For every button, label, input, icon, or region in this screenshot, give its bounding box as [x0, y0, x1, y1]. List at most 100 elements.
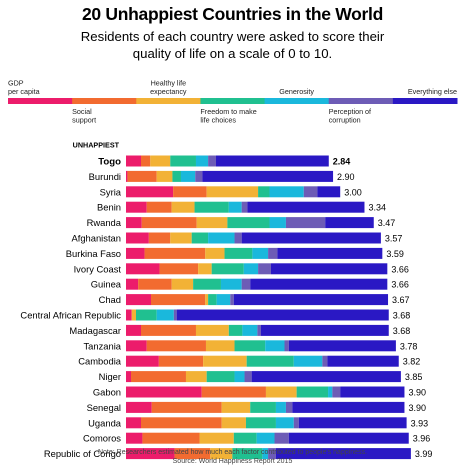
total-label: 3.34 [368, 203, 386, 213]
total-label: 3.66 [391, 280, 409, 290]
legend-label-everything-else: Everything else [408, 87, 457, 96]
note-text: Note: Researchers estimated how much eac… [97, 449, 368, 456]
bar-segment-perception-of-corruption [244, 371, 252, 383]
bar-segment-gdp-per-capita [126, 217, 142, 229]
total-label: 3.90 [408, 403, 426, 413]
bar-segment-gdp-per-capita [126, 401, 152, 413]
country-label: Central African Republic [20, 310, 121, 321]
bar-segment-gdp-per-capita [126, 371, 131, 383]
bar-segment-everything-else [292, 401, 405, 413]
bar-segment-social-support [140, 324, 196, 336]
country-label: Uganda [88, 417, 122, 428]
bar-segment-everything-else [251, 371, 401, 383]
total-label: 3.78 [400, 341, 418, 351]
bar-segment-perception-of-corruption [274, 432, 289, 444]
bar-segment-everything-else [288, 340, 396, 352]
bar-segment-freedom-to-make-life-choices [234, 340, 266, 352]
legend-label-freedom-to-make-life-choices: Freedom to make [200, 107, 256, 116]
bar-segment-perception-of-corruption [234, 232, 242, 244]
bar-segment-healthy-life-expectancy [205, 340, 235, 352]
bar-segment-everything-else [325, 217, 374, 229]
bar-segment-freedom-to-make-life-choices [170, 155, 196, 167]
bar-segment-gdp-per-capita [126, 263, 160, 275]
bar-segment-healthy-life-expectancy [210, 448, 233, 460]
bar-segment-gdp-per-capita [126, 386, 202, 398]
bar-segment-everything-else [250, 278, 388, 290]
country-label: Senegal [87, 402, 121, 413]
bar-segment-freedom-to-make-life-choices [135, 309, 157, 321]
bar-segment-social-support [158, 355, 204, 367]
bar-segment-gdp-per-capita [126, 186, 174, 198]
bar-segment-gdp-per-capita [126, 340, 147, 352]
bar-segment-gdp-per-capita [126, 417, 141, 429]
bar-segment-gdp-per-capita [126, 155, 141, 167]
bar-segment-perception-of-corruption [285, 217, 326, 229]
legend-label-gdp-per-capita: per capita [8, 87, 40, 96]
legend-label-social-support: Social [72, 107, 92, 116]
bar-segment-generosity [328, 386, 333, 398]
country-label: Cambodia [78, 356, 122, 367]
bar-segment-everything-else [277, 247, 383, 259]
bar-segment-generosity [216, 294, 231, 306]
country-label: Burundi [89, 171, 121, 182]
country-label: Benin [97, 202, 121, 213]
bar-segment-everything-else [233, 294, 389, 306]
bar-segment-gdp-per-capita [126, 201, 147, 213]
subtitle-line-1: Residents of each country were asked to … [80, 29, 385, 44]
bar-segment-generosity [262, 448, 269, 460]
total-label: 3.68 [393, 311, 411, 321]
bar-segment-healthy-life-expectancy [205, 294, 209, 306]
bar-segment-freedom-to-make-life-choices [250, 401, 276, 413]
total-label: 2.84 [333, 157, 351, 167]
total-label: 3.85 [405, 372, 423, 382]
bar-segment-healthy-life-expectancy [198, 263, 212, 275]
country-label: Niger [99, 371, 121, 382]
bar-segment-social-support [141, 217, 197, 229]
bar-segment-freedom-to-make-life-choices [227, 217, 270, 229]
country-label: Tanzania [83, 340, 121, 351]
bar-segment-gdp-per-capita [126, 309, 132, 321]
bar-segment-generosity [220, 278, 242, 290]
bar-segment-freedom-to-make-life-choices [208, 294, 217, 306]
source-text: Source: World Happiness Report 2015 [172, 458, 293, 465]
legend-label-perception-of-corruption: corruption [329, 116, 361, 125]
bar-segment-social-support [138, 278, 172, 290]
bar-segment-freedom-to-make-life-choices [191, 232, 209, 244]
bar-segment-generosity [180, 170, 196, 182]
chart-title: 20 Unhappiest Countries in the World [82, 4, 383, 24]
bar-segment-perception-of-corruption [195, 170, 203, 182]
legend-swatch-gdp-per-capita [8, 98, 73, 104]
bar-segment-healthy-life-expectancy [195, 324, 229, 336]
bar-segment-everything-else [215, 155, 329, 167]
legend-label-gdp-per-capita: GDP [8, 79, 24, 88]
bar-segment-generosity [293, 355, 323, 367]
bar-segment-everything-else [176, 309, 389, 321]
bar-segment-generosity [256, 432, 275, 444]
total-label: 3.90 [408, 388, 426, 398]
bar-segment-social-support [151, 401, 222, 413]
bar-segment-social-support [201, 386, 266, 398]
bar-segment-healthy-life-expectancy [156, 170, 173, 182]
bar-segment-gdp-per-capita [126, 247, 145, 259]
bar-segment-freedom-to-make-life-choices [296, 386, 329, 398]
bar-segment-perception-of-corruption [230, 294, 234, 306]
bar-segment-perception-of-corruption [268, 448, 276, 460]
legend-swatch-social-support [72, 98, 137, 104]
legend-swatch-generosity [264, 98, 330, 104]
legend-swatch-perception-of-corruption [328, 98, 394, 104]
bar-segment-healthy-life-expectancy [171, 278, 194, 290]
country-label: Afghanistan [71, 233, 121, 244]
bar-segment-social-support [174, 448, 211, 460]
country-label: Chad [99, 294, 121, 305]
bar-segment-freedom-to-make-life-choices [194, 201, 229, 213]
bar-segment-gdp-per-capita [126, 294, 151, 306]
bar-segment-social-support [150, 294, 206, 306]
bar-segment-healthy-life-expectancy [265, 386, 297, 398]
bar-segment-gdp-per-capita [126, 324, 141, 336]
bar-segment-perception-of-corruption [241, 201, 248, 213]
bar-segment-healthy-life-expectancy [150, 155, 171, 167]
bar-segment-gdp-per-capita [126, 170, 128, 182]
bar-segment-social-support [140, 417, 222, 429]
bar-segment-generosity [269, 186, 304, 198]
